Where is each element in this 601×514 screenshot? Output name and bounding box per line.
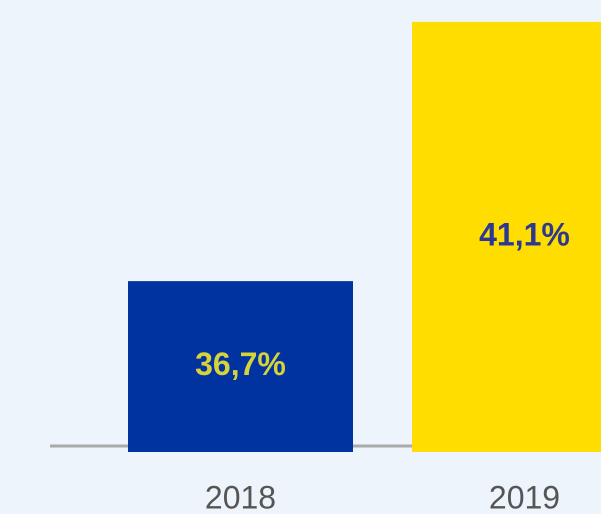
value-label: 36,7% bbox=[195, 346, 286, 382]
x-tick-label: 2019 bbox=[489, 479, 560, 514]
bar bbox=[412, 21, 601, 452]
x-tick-label: 2018 bbox=[205, 479, 276, 514]
bar bbox=[128, 281, 353, 452]
value-label: 41,1% bbox=[479, 216, 570, 252]
